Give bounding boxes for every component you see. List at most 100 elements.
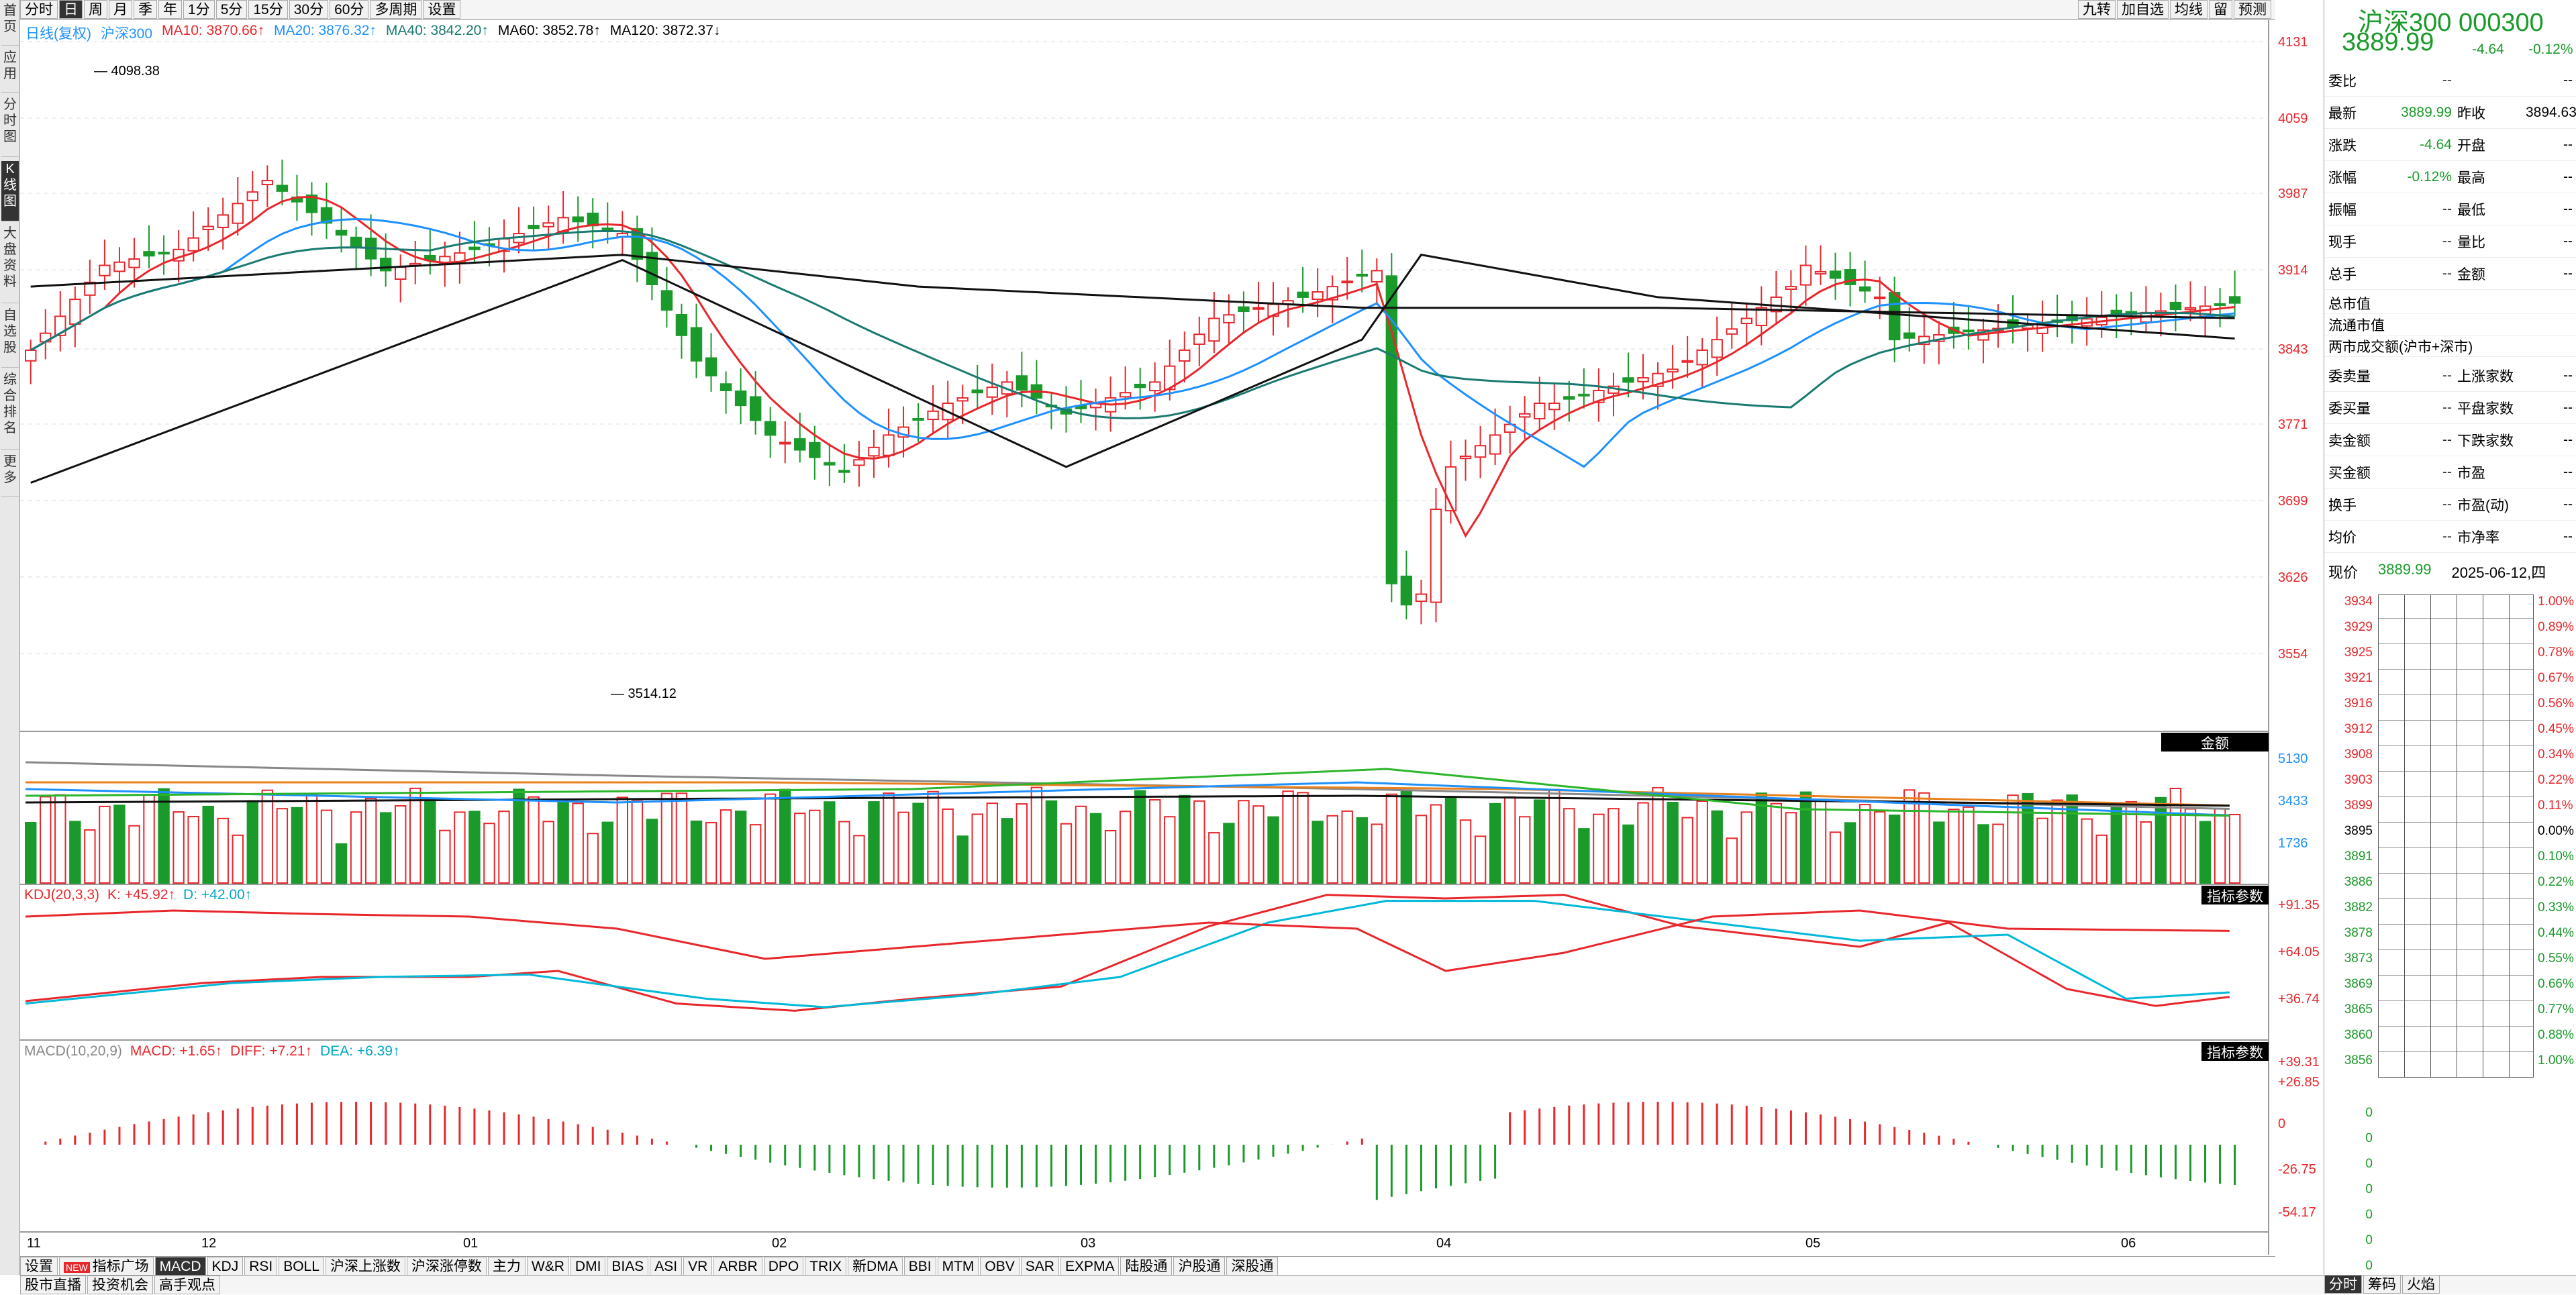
right-tab-0[interactable]: 分时 xyxy=(2324,1275,2362,1294)
indicator-tab-label: ASI xyxy=(654,1259,678,1274)
period-tab-11[interactable]: 多周期 xyxy=(370,0,422,19)
sidebar-item-6[interactable]: 综合排名 xyxy=(1,372,19,450)
volume-bar xyxy=(1060,823,1073,884)
indicator-tab-18[interactable]: BBI xyxy=(903,1257,936,1276)
volume-bar xyxy=(498,811,510,884)
volume-bar xyxy=(1134,790,1146,884)
axis-label: -26.75 xyxy=(2278,1162,2316,1177)
volume-tag[interactable]: 金额 xyxy=(2161,733,2269,752)
period-tab-8[interactable]: 15分 xyxy=(248,0,288,19)
top-right-tool-2[interactable]: 均线 xyxy=(2170,0,2208,19)
top-right-tool-4[interactable]: 预测 xyxy=(2234,0,2271,19)
period-tab-7[interactable]: 5分 xyxy=(215,0,248,19)
indicator-tab-24[interactable]: 沪股通 xyxy=(1173,1257,1226,1276)
period-tab-12[interactable]: 设置 xyxy=(423,0,461,19)
quote-label: 昨收 xyxy=(2457,105,2485,121)
mini-price-label: 0 xyxy=(2365,1157,2373,1171)
indicator-tab-14[interactable]: ARBR xyxy=(713,1257,762,1276)
volume-bar xyxy=(1119,811,1132,884)
indicator-tab-10[interactable]: DMI xyxy=(570,1257,606,1276)
quote-table: 委比 -- -- 最新 3889.99 昨收 3894.63 涨跌 -4.64 开盘 -- 涨幅 -0.… xyxy=(2324,64,2576,290)
ma60-label: MA60: 3852.78↑ xyxy=(497,23,601,38)
candle-body xyxy=(113,261,126,272)
indicator-tab-15[interactable]: DPO xyxy=(763,1257,804,1276)
indicator-tab-11[interactable]: BIAS xyxy=(607,1257,649,1276)
mini-intraday-chart[interactable]: 3934 3929 3925 3921 3916 3912 3908 3903 3899 3895… xyxy=(2324,594,2576,1273)
now-row: 现价 3889.99 2025-06-12,四 xyxy=(2328,561,2576,582)
kline-chart[interactable]: — 4098.38 — 3514.12 xyxy=(20,20,2275,1255)
status-item-2[interactable]: 高手观点 xyxy=(154,1276,220,1294)
now-date: 2025-06-12,四 xyxy=(2451,564,2546,581)
sidebar-item-3[interactable]: K线图 xyxy=(1,161,19,221)
candle-body xyxy=(572,216,584,223)
volume-bar xyxy=(1785,812,1797,884)
sidebar-item-0[interactable]: 首页 xyxy=(1,3,19,46)
indicator-tab-17[interactable]: 新DMA xyxy=(848,1257,903,1276)
sidebar-item-4[interactable]: 大盘资料 xyxy=(1,225,19,303)
top-right-tool-1[interactable]: 加自选 xyxy=(2117,0,2169,19)
period-tab-1[interactable]: 日 xyxy=(59,0,83,19)
kdj-param-tag[interactable]: 指标参数 xyxy=(2201,886,2269,904)
indicator-tab-12[interactable]: ASI xyxy=(650,1257,683,1276)
indicator-tab-21[interactable]: SAR xyxy=(1020,1257,1059,1276)
macd-param-tag[interactable]: 指标参数 xyxy=(2201,1042,2269,1061)
sidebar-item-7[interactable]: 更多 xyxy=(1,454,19,497)
candle-body xyxy=(779,442,791,445)
candle-body xyxy=(1903,332,1916,339)
sidebar-item-2[interactable]: 分时图 xyxy=(1,97,19,157)
indicator-tab-label: DPO xyxy=(768,1259,799,1274)
right-tab-1[interactable]: 筹码 xyxy=(2363,1275,2401,1294)
period-tab-6[interactable]: 1分 xyxy=(183,0,215,19)
status-item-1[interactable]: 投资机会 xyxy=(87,1276,153,1294)
quote-label: 金额 xyxy=(2457,266,2485,282)
indicator-tab-2[interactable]: MACD xyxy=(154,1257,206,1276)
ma120-line xyxy=(30,254,2235,319)
indicator-tab-22[interactable]: EXPMA xyxy=(1060,1257,1120,1276)
indicator-tab-23[interactable]: 陆股通 xyxy=(1120,1257,1173,1276)
candle-body xyxy=(424,254,436,261)
quote-pct: -0.12% xyxy=(2528,42,2573,57)
volume-bar xyxy=(528,796,540,884)
period-tab-10[interactable]: 60分 xyxy=(330,0,369,19)
volume-bar xyxy=(1297,792,1309,884)
right-tab-2[interactable]: 火焰 xyxy=(2402,1275,2440,1294)
indicator-tab-6[interactable]: 沪深上涨数 xyxy=(325,1257,405,1276)
period-tab-4[interactable]: 季 xyxy=(134,0,157,19)
sidebar-item-1[interactable]: 应用 xyxy=(1,50,19,93)
top-right-tool-3[interactable]: 留 xyxy=(2209,0,2232,19)
indicator-tab-19[interactable]: MTM xyxy=(937,1257,979,1276)
indicator-tab-8[interactable]: 主力 xyxy=(487,1257,526,1276)
month-label: 06 xyxy=(2121,1236,2136,1251)
sidebar-item-5[interactable]: 自选股 xyxy=(1,307,19,368)
indicator-tab-20[interactable]: OBV xyxy=(980,1257,1020,1276)
indicator-tab-25[interactable]: 深股通 xyxy=(1226,1257,1279,1276)
period-tab-3[interactable]: 月 xyxy=(109,0,132,19)
indicator-tab-7[interactable]: 沪深涨停数 xyxy=(406,1257,487,1276)
candle-body xyxy=(1578,393,1590,397)
indicator-tab-13[interactable]: VR xyxy=(683,1257,713,1276)
period-tab-5[interactable]: 年 xyxy=(158,0,182,19)
indicator-tab-9[interactable]: W&R xyxy=(526,1257,569,1276)
status-item-0[interactable]: 股市直播 xyxy=(20,1276,86,1294)
period-tab-9[interactable]: 30分 xyxy=(289,0,329,19)
indicator-tab-3[interactable]: KDJ xyxy=(207,1257,244,1276)
indicator-tab-1[interactable]: NEW 指标广场 xyxy=(59,1257,154,1276)
indicator-tab-4[interactable]: RSI xyxy=(244,1257,278,1276)
volume-bar xyxy=(1267,816,1279,884)
mode-label[interactable]: 日线(复权) xyxy=(26,26,91,42)
volume-bar xyxy=(1844,822,1856,884)
indicator-tab-0[interactable]: 设置 xyxy=(20,1257,58,1276)
mini-price-label: 3856 xyxy=(2344,1053,2373,1068)
volume-bar xyxy=(1341,810,1353,884)
period-tab-2[interactable]: 周 xyxy=(84,0,107,19)
indicator-tab-label: BIAS xyxy=(611,1259,644,1274)
top-right-tool-0[interactable]: 九转 xyxy=(2078,0,2116,19)
indicator-tab-5[interactable]: BOLL xyxy=(279,1257,324,1276)
candle-body xyxy=(246,191,259,201)
mini-pct-label: 0.44% xyxy=(2538,926,2574,940)
volume-bar xyxy=(2140,821,2152,884)
candle-body xyxy=(749,396,762,421)
period-tab-0[interactable]: 分时 xyxy=(20,0,58,19)
candle-body xyxy=(2228,296,2241,304)
indicator-tab-16[interactable]: TRIX xyxy=(805,1257,847,1276)
